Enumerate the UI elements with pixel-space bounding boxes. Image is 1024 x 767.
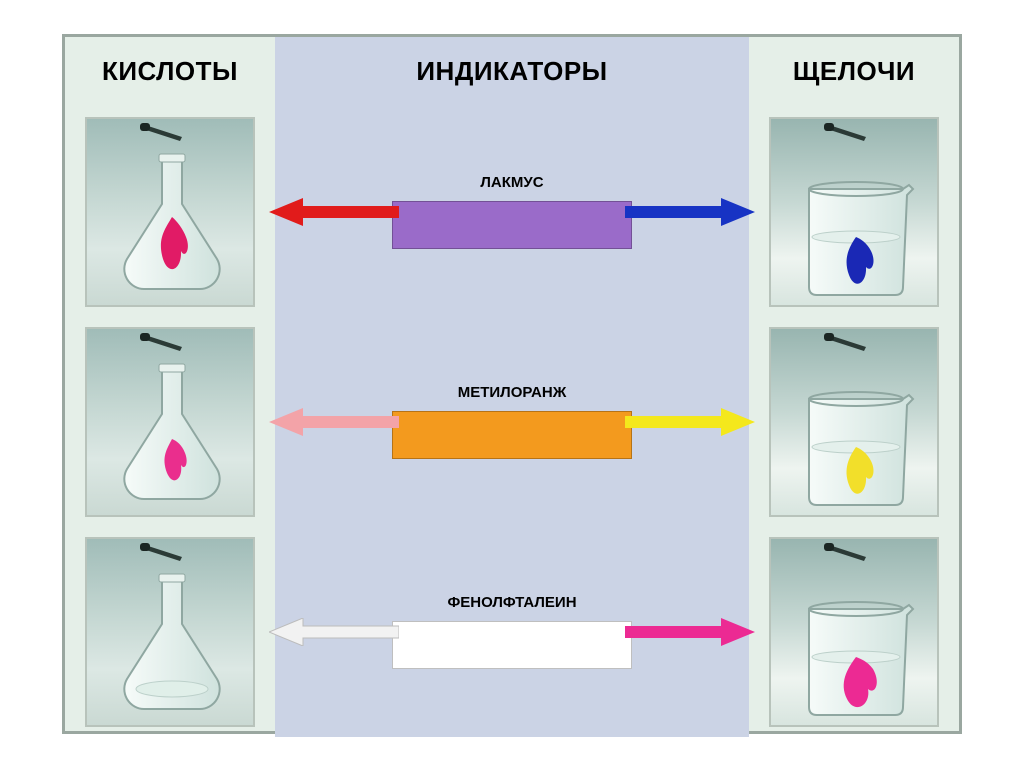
beaker-panel <box>769 117 939 307</box>
base-cell <box>749 317 959 527</box>
header-indicators: ИНДИКАТОРЫ <box>275 37 749 107</box>
indicator-bar <box>392 201 632 249</box>
indicator-bar <box>392 621 632 669</box>
indicator-label: ФЕНОЛФТАЛЕИН <box>447 594 576 611</box>
indicator-label: ЛАКМУС <box>480 174 543 191</box>
flask-icon <box>87 539 255 727</box>
arrow-right-icon <box>625 618 755 646</box>
header-acids: КИСЛОТЫ <box>65 37 275 107</box>
beaker-panel <box>769 537 939 727</box>
acid-cell <box>65 317 275 527</box>
flask-icon <box>87 329 255 517</box>
indicator-label: МЕТИЛОРАНЖ <box>458 384 567 401</box>
indicator-cell: МЕТИЛОРАНЖ <box>275 317 749 527</box>
flask-icon <box>87 119 255 307</box>
flask-panel <box>85 117 255 307</box>
arrow-right-icon <box>625 408 755 436</box>
beaker-panel <box>769 327 939 517</box>
arrow-left-icon <box>269 408 399 436</box>
infographic-frame: КИСЛОТЫ ИНДИКАТОРЫ ЩЕЛОЧИ ЛАКМУС <box>62 34 962 734</box>
beaker-icon <box>771 329 939 517</box>
arrow-right-icon <box>625 198 755 226</box>
indicator-cell: ЛАКМУС <box>275 107 749 317</box>
beaker-icon <box>771 539 939 727</box>
acid-cell <box>65 107 275 317</box>
flask-panel <box>85 327 255 517</box>
header-bases: ЩЕЛОЧИ <box>749 37 959 107</box>
indicator-cell: ФЕНОЛФТАЛЕИН <box>275 527 749 737</box>
indicator-bar <box>392 411 632 459</box>
base-cell <box>749 527 959 737</box>
arrow-left-icon <box>269 198 399 226</box>
arrow-left-icon <box>269 618 399 646</box>
base-cell <box>749 107 959 317</box>
acid-cell <box>65 527 275 737</box>
flask-panel <box>85 537 255 727</box>
beaker-icon <box>771 119 939 307</box>
